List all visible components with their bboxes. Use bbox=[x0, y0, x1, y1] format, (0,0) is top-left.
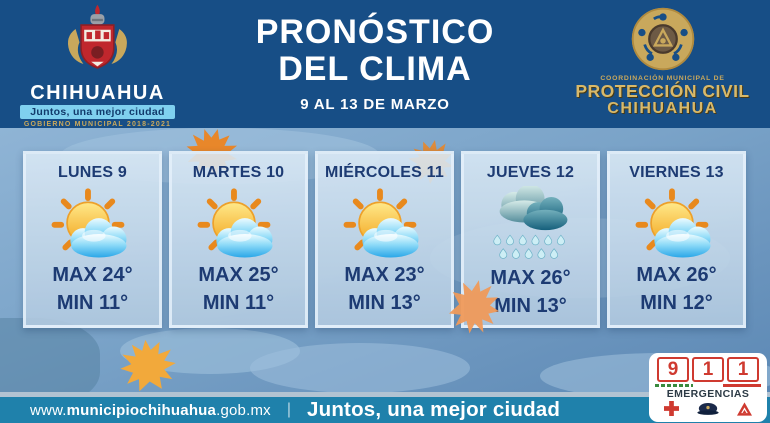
max-temperature: MAX 25° bbox=[198, 264, 279, 286]
url-domain: municipiochihuahua bbox=[66, 401, 217, 419]
poster-title-line2: DEL CLIMA bbox=[278, 50, 472, 89]
digit-box: 1 bbox=[727, 357, 759, 382]
fire-icon bbox=[737, 401, 752, 416]
flag-stripes bbox=[655, 384, 761, 387]
day-label: VIERNES 13 bbox=[629, 164, 724, 181]
cloud-shape bbox=[250, 343, 470, 393]
day-label: MIÉRCOLES 11 bbox=[325, 164, 444, 181]
digit-box: 9 bbox=[657, 357, 689, 382]
day-label: JUEVES 12 bbox=[486, 164, 575, 181]
rain-clouds-icon bbox=[485, 186, 577, 264]
day-card-lunes: LUNES 9 MAX 24° bbox=[23, 151, 162, 328]
poster-date-range: 9 AL 13 DE MARZO bbox=[300, 95, 450, 113]
max-temperature: MAX 24° bbox=[52, 264, 133, 286]
medical-cross-icon bbox=[664, 401, 679, 416]
footer-separator: | bbox=[286, 401, 292, 418]
emergency-service-icons bbox=[655, 401, 761, 416]
municipal-website-url: www.municipiochihuahua.gob.mx bbox=[30, 402, 271, 419]
temperature-block: MAX 23° MIN 13° bbox=[344, 261, 424, 317]
sun-behind-cloud-icon bbox=[635, 186, 719, 261]
green-stripe bbox=[655, 384, 693, 387]
day-card-miercoles: MIÉRCOLES 11 MAX 23° bbox=[315, 151, 454, 328]
emergency-911-logo: 9 1 1 EMERGENCIAS bbox=[649, 353, 767, 422]
min-temperature: MIN 13° bbox=[348, 292, 421, 314]
chihuahua-coat-of-arms-icon bbox=[68, 4, 127, 69]
url-suffix: .gob.mx bbox=[216, 401, 271, 419]
url-prefix: www. bbox=[30, 401, 67, 419]
forecast-cards-row: LUNES 9 MAX 24° bbox=[23, 151, 746, 328]
max-temperature: MAX 26° bbox=[636, 264, 717, 286]
day-label: LUNES 9 bbox=[58, 164, 127, 181]
min-temperature: MIN 12° bbox=[640, 292, 713, 314]
civil-protection-small-text: COORDINACIÓN MUNICIPAL DE bbox=[600, 75, 725, 82]
civil-protection-name: PROTECCIÓN CIVIL bbox=[575, 81, 750, 101]
emergency-label: EMERGENCIAS bbox=[666, 388, 750, 400]
footer-divider-strip bbox=[0, 392, 770, 397]
sun-behind-cloud-icon bbox=[51, 186, 135, 261]
municipal-logo-slogan: Juntos, una mejor ciudad bbox=[20, 105, 175, 119]
municipal-logo-name: CHIHUAHUA bbox=[30, 82, 165, 104]
max-temperature: MAX 26° bbox=[490, 267, 571, 289]
temperature-block: MAX 26° MIN 13° bbox=[490, 264, 570, 320]
emergency-digits: 9 1 1 bbox=[657, 357, 759, 382]
civil-protection-seal-icon bbox=[631, 7, 694, 71]
poster-title-line1: PRONÓSTICO bbox=[255, 13, 495, 51]
min-temperature: MIN 11° bbox=[56, 292, 129, 314]
maple-leaf-icon bbox=[448, 280, 502, 334]
temperature-block: MAX 25° MIN 11° bbox=[198, 261, 278, 317]
sun-behind-cloud-icon bbox=[343, 186, 427, 261]
day-label: MARTES 10 bbox=[192, 164, 285, 181]
municipal-logo: CHIHUAHUA Juntos, una mejor ciudad GOBIE… bbox=[0, 0, 195, 128]
max-temperature: MAX 23° bbox=[344, 264, 425, 286]
maple-leaf-icon bbox=[120, 338, 176, 392]
sun-behind-cloud-icon bbox=[197, 186, 281, 261]
day-card-martes: MARTES 10 MAX 25° bbox=[169, 151, 308, 328]
temperature-block: MAX 26° MIN 12° bbox=[636, 261, 716, 317]
footer-slogan: Juntos, una mejor ciudad bbox=[307, 398, 561, 421]
temperature-block: MAX 24° MIN 11° bbox=[52, 261, 132, 317]
police-cap-icon bbox=[697, 403, 719, 415]
digit-box: 1 bbox=[692, 357, 724, 382]
day-card-viernes: VIERNES 13 MAX 26° bbox=[607, 151, 746, 328]
municipal-logo-government: GOBIERNO MUNICIPAL 2018-2021 bbox=[23, 121, 172, 128]
header-bar: CHIHUAHUA Juntos, una mejor ciudad GOBIE… bbox=[0, 0, 770, 128]
min-temperature: MIN 11° bbox=[202, 292, 275, 314]
red-stripe bbox=[723, 384, 761, 387]
civil-protection-logo: COORDINACIÓN MUNICIPAL DE PROTECCIÓN CIV… bbox=[555, 0, 770, 128]
min-temperature: MIN 13° bbox=[494, 295, 567, 317]
civil-protection-city: CHIHUAHUA bbox=[607, 100, 718, 118]
footer-bar: www.municipiochihuahua.gob.mx | Juntos, … bbox=[0, 397, 770, 423]
poster-title-block: PRONÓSTICO DEL CLIMA 9 AL 13 DE MARZO bbox=[195, 0, 555, 128]
